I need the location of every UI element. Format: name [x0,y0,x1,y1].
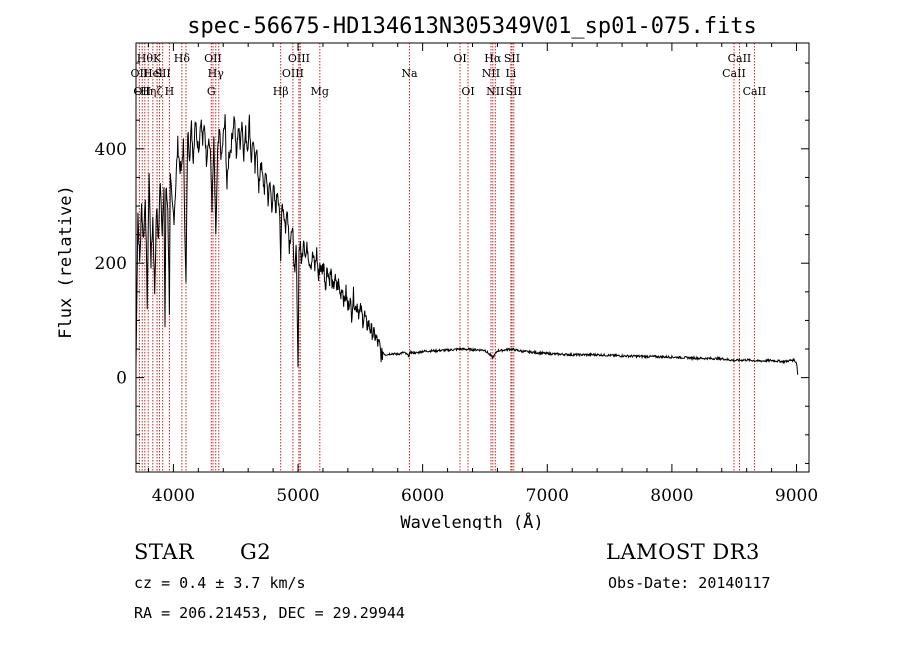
plot-frame [135,42,810,473]
line-marker-label: Li [505,67,516,80]
line-marker-label: Hθ [137,52,154,65]
line-marker-label: OIII [288,52,310,65]
line-marker-label: SII [155,67,171,80]
x-tick-label: 8000 [650,486,693,506]
line-marker-label: OII [204,52,222,65]
line-marker-label: Hβ [273,85,289,98]
line-marker-label: Hα [484,52,502,65]
survey-name: LAMOST DR3 [606,540,760,564]
line-marker-label: NII [486,85,504,98]
line-marker-label: OII [131,67,149,80]
line-marker-label: ζ [157,85,163,98]
line-marker-label: Mg [311,85,329,98]
x-tick-label: 6000 [401,486,444,506]
line-marker-label: OI [453,52,466,65]
x-axis: 4000 5000 6000 7000 8000 9000 [147,43,818,506]
line-marker-label: Hη [140,85,156,98]
spectrum-chart: spec-56675-HD134613N305349V01_sp01-075.f… [56,14,818,530]
line-marker-label: OIII [282,67,304,80]
redshift-text: cz = 0.4 ± 3.7 km/s [134,574,306,592]
y-axis-label: Flux (relative) [56,185,76,339]
y-tick-label: 400 [95,140,127,160]
line-marker-label: SII [506,85,522,98]
line-marker-label: Hγ [208,67,225,80]
subclass: G2 [240,540,272,564]
coordinates: RA = 206.21453, DEC = 29.29944 [134,604,405,622]
line-marker-label: CaII [728,52,752,65]
line-marker-label: OI [461,85,474,98]
y-tick-label: 0 [116,369,127,389]
line-marker-label: CaII [743,85,767,98]
line-marker-label: K [153,52,162,65]
line-marker-label: CaII [722,67,746,80]
line-marker-label: G [207,85,216,98]
chart-title: spec-56675-HD134613N305349V01_sp01-075.f… [187,14,757,39]
y-tick-label: 200 [95,254,127,274]
line-markers [138,43,755,472]
obs-date: Obs-Date: 20140117 [608,574,771,592]
x-tick-label: 4000 [152,486,195,506]
line-marker-label: Hδ [174,52,191,65]
line-marker-label: OII [133,85,151,98]
x-axis-label: Wavelength (Å) [400,511,543,530]
x-tick-label: 9000 [775,486,818,506]
line-marker-label: Na [401,67,418,80]
spectrum-line [135,114,799,375]
line-marker-label: NII [482,67,500,80]
object-class: STAR [134,540,195,564]
x-tick-label: 7000 [526,486,569,506]
line-marker-label: Hel [143,67,163,80]
y-axis: 0 200 400 [95,62,809,464]
x-tick-label: 5000 [276,486,319,506]
line-marker-labels: OII OII Hθ Hη Hel Kζ SII H Hδ G OII Hγ Hβ OIII OIII Mg N… [131,52,767,98]
line-marker-label: H [165,85,175,98]
line-marker-label: SII [504,52,520,65]
